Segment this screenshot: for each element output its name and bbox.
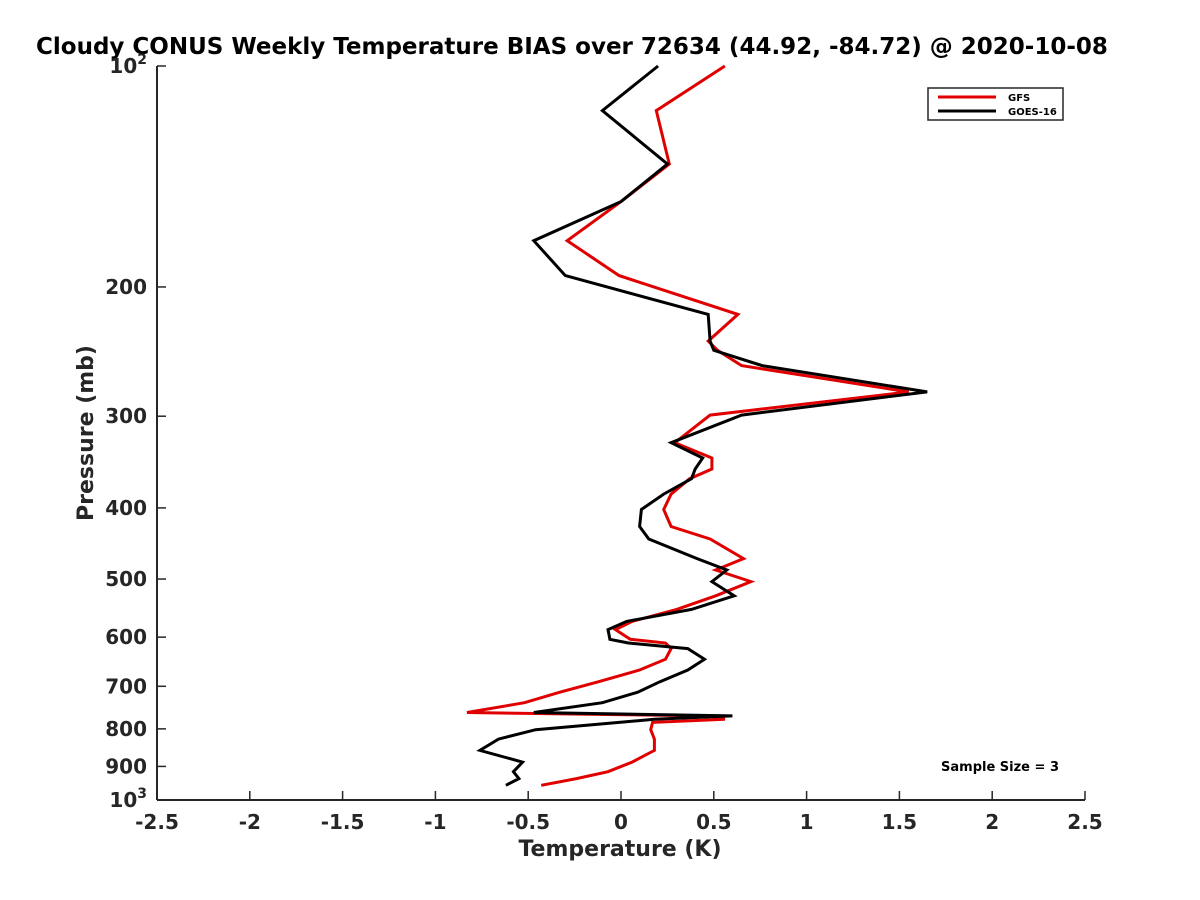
legend-label: GFS <box>1008 93 1030 104</box>
series-line-gfs <box>466 64 909 787</box>
legend-box <box>927 87 1064 121</box>
legend-label: GOES-16 <box>1008 107 1057 118</box>
x-tick-label: -1.5 <box>321 810 365 834</box>
y-tick-label: 900 <box>105 754 147 778</box>
x-tick-label: 0.5 <box>696 810 731 834</box>
series-lines <box>466 64 928 787</box>
y-tick-label: 200 <box>105 275 147 299</box>
x-tick-label: -1 <box>424 810 446 834</box>
y-axis-label: Pressure (mb) <box>74 345 99 521</box>
x-tick-label: 1.5 <box>882 810 917 834</box>
y-tick-label: 700 <box>105 674 147 698</box>
x-tick-label: -2 <box>239 810 261 834</box>
y-tick-label: 500 <box>105 567 147 591</box>
x-tick-label: 2.5 <box>1067 810 1102 834</box>
y-tick-label: 300 <box>105 404 147 428</box>
y-tick-label: 400 <box>105 496 147 520</box>
x-axis-label: Temperature (K) <box>518 837 721 862</box>
y-tick-label: 800 <box>105 717 147 741</box>
y-tick-label: 102 <box>109 52 147 78</box>
y-tick-label: 103 <box>109 786 147 812</box>
legend: GFS GOES-16 <box>927 87 1064 121</box>
x-tick-label: -0.5 <box>506 810 550 834</box>
series-line-goes-16 <box>476 64 928 787</box>
chart-title: Cloudy CONUS Weekly Temperature BIAS ove… <box>36 34 1108 60</box>
x-tick-label: 1 <box>800 810 814 834</box>
sample-size-annotation: Sample Size = 3 <box>941 760 1059 775</box>
y-tick-label: 600 <box>105 625 147 649</box>
x-tick-label: 2 <box>985 810 999 834</box>
axes: -2.5 -2 -1.5 -1 -0.5 0 0.5 1 1.5 2 2.5 102 200 300 400… <box>105 52 1102 834</box>
x-tick-label: -2.5 <box>135 810 179 834</box>
x-tick-label: 0 <box>614 810 628 834</box>
